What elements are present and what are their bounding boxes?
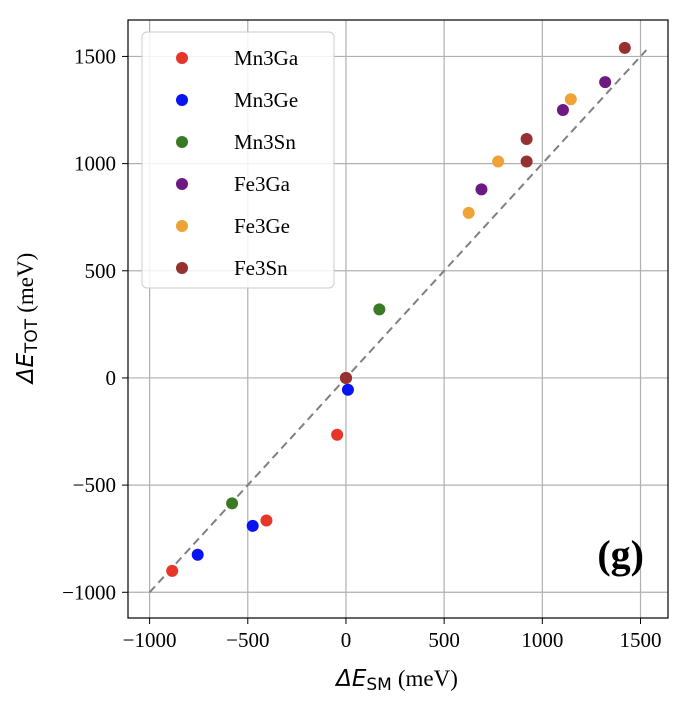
legend-label-fe3ge: Fe3Ge [234,214,290,238]
point-fe3sn [618,41,631,54]
legend-marker-mn3ge [176,94,188,106]
point-fe3ge [564,93,577,106]
y-tick-label: 1500 [74,44,116,68]
point-fe3ga [556,104,569,117]
panel-label: (g) [597,532,644,577]
point-fe3sn [339,371,352,384]
x-tick-label: −500 [226,628,269,652]
y-tick-label: 1000 [74,152,116,176]
point-fe3ga [599,76,612,89]
legend-marker-fe3ge [176,220,188,232]
point-fe3ge [462,206,475,219]
plot-frame [127,19,669,619]
y-axis-title-main: ΔE [13,353,39,386]
axis-ticks: −1000 −500 0 500 1000 1500 −1000 −500 0 500 1000 15… [62,44,661,652]
x-axis-title-main: ΔE [334,666,367,692]
legend-marker-mn3ga [176,52,188,64]
y-tick-label: 0 [106,366,117,390]
point-mn3ge [341,383,354,396]
y-tick-label: −500 [73,473,116,497]
point-mn3sn [226,497,239,510]
point-fe3sn [520,132,533,145]
point-mn3ge [191,548,204,561]
y-tick-label: −1000 [62,580,116,604]
legend-label-fe3sn: Fe3Sn [234,256,288,280]
legend-label-mn3ga: Mn3Ga [234,46,299,70]
point-fe3ge [492,155,505,168]
point-mn3ga [166,564,179,577]
point-fe3sn [520,155,533,168]
legend-marker-fe3sn [176,262,188,274]
y-tick-label: 500 [85,259,117,283]
point-mn3ga [260,514,273,527]
legend-label-mn3sn: Mn3Sn [234,130,296,154]
legend-marker-mn3sn [176,136,188,148]
point-fe3ga [475,183,488,196]
x-tick-label: 0 [341,628,352,652]
point-mn3sn [373,303,386,316]
data-points [166,41,631,577]
point-mn3ge [246,519,259,532]
point-mn3ga [331,428,344,441]
y-axis-title-unit: (meV) [13,253,38,313]
x-axis-title: ΔESM (meV) [334,666,458,695]
legend-marker-fe3ga [176,178,188,190]
x-tick-label: 1000 [521,628,563,652]
x-axis-title-unit: (meV) [398,666,458,691]
legend-box [141,31,335,289]
legend: Mn3Ga Mn3Ge Mn3Sn Fe3Ga Fe3Ge Fe3Sn [141,31,335,289]
x-axis-title-sub: SM [366,675,391,695]
y-axis-title: ΔETOT (meV) [13,253,42,385]
x-tick-label: 1500 [620,628,662,652]
x-tick-label: −1000 [123,628,177,652]
legend-label-fe3ga: Fe3Ga [234,172,291,196]
legend-label-mn3ge: Mn3Ge [234,88,298,112]
y-axis-title-sub: TOT [22,318,42,354]
x-tick-label: 500 [428,628,460,652]
